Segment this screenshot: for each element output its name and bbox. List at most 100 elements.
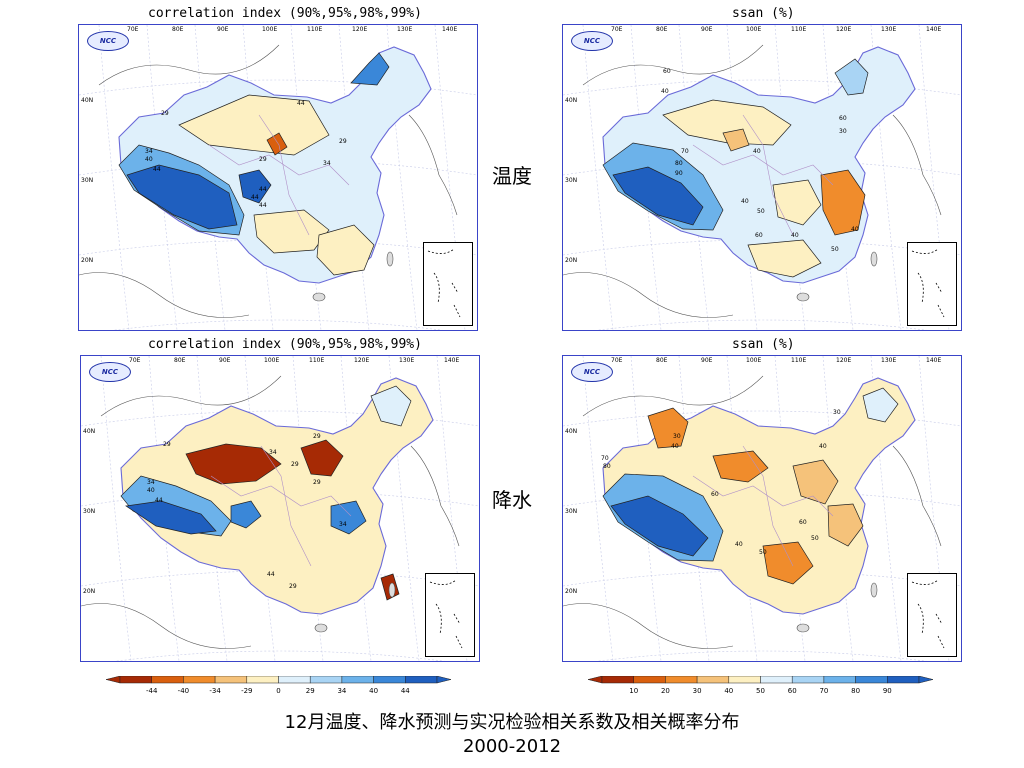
contour-label: 80 xyxy=(675,160,683,167)
colorbar-tick: 20 xyxy=(661,687,670,695)
longitude-label: 140E xyxy=(926,357,942,364)
latitude-label: 40N xyxy=(565,428,578,435)
contour-label: 50 xyxy=(811,535,819,542)
colorbar-tick: 0 xyxy=(276,687,280,695)
contour-label: 29 xyxy=(313,479,321,486)
contour-label: 60 xyxy=(755,232,763,239)
colorbar-tick: -40 xyxy=(178,687,189,695)
longitude-label: 80E xyxy=(656,26,668,33)
colorbar-swatch xyxy=(246,676,279,684)
longitude-label: 70E xyxy=(611,357,623,364)
contour-label: 44 xyxy=(155,497,163,504)
colorbar-swatch xyxy=(278,676,311,684)
longitude-label: 80E xyxy=(174,357,186,364)
contour-label: 60 xyxy=(663,68,671,75)
contour-label: 29 xyxy=(291,461,299,468)
latitude-label: 30N xyxy=(83,508,96,515)
colorbar-tick: 60 xyxy=(788,687,797,695)
colorbar-tick: 50 xyxy=(756,687,765,695)
colorbar-swatch xyxy=(119,676,152,684)
colorbar-swatch xyxy=(214,676,248,684)
contour-label: 44 xyxy=(267,571,275,578)
contour-label: 34 xyxy=(323,160,331,167)
ncc-logo: NCC xyxy=(89,362,131,382)
colorbar-tick: -44 xyxy=(146,687,158,695)
contour-label: 60 xyxy=(839,115,847,122)
map-temp-corr: 29 34 40 44 29 44 44 44 29 34 44 70E 80E 90E 100E 110E 1… xyxy=(78,24,478,331)
south-china-sea-inset xyxy=(907,573,957,657)
colorbar-tick: 70 xyxy=(819,687,828,695)
contour-label: 44 xyxy=(251,194,259,201)
latitude-label: 30N xyxy=(81,177,94,184)
longitude-label: 130E xyxy=(399,357,415,364)
contour-label: 40 xyxy=(735,541,743,548)
longitude-label: 120E xyxy=(836,357,852,364)
colorbar-swatch xyxy=(696,676,730,684)
colorbar-tick: 29 xyxy=(306,687,315,695)
contour-label: 40 xyxy=(819,443,827,450)
contour-label: 29 xyxy=(313,433,321,440)
longitude-label: 120E xyxy=(354,357,370,364)
longitude-label: 110E xyxy=(309,357,325,364)
colorbar-tick: 34 xyxy=(337,687,346,695)
colorbar-ssan: 10 20 30 40 50 60 70 80 90 xyxy=(588,676,933,695)
contour-label: 80 xyxy=(603,463,611,470)
colorbar-tick: 30 xyxy=(693,687,702,695)
colorbar-tick: 40 xyxy=(724,687,733,695)
panel-title-temp-corr: correlation index (90%,95%,98%,99%) xyxy=(148,6,422,21)
contour-label: 29 xyxy=(339,138,347,145)
latitude-label: 40N xyxy=(83,428,96,435)
longitude-label: 130E xyxy=(397,26,413,33)
contour-label: 90 xyxy=(675,170,683,177)
row-label-precipitation: 降水 xyxy=(492,488,532,512)
ncc-logo: NCC xyxy=(571,31,613,51)
latitude-label: 40N xyxy=(565,97,578,104)
colorbar-tick: 90 xyxy=(883,687,892,695)
colorbar-swatch xyxy=(633,676,666,684)
latitude-label: 20N xyxy=(565,257,578,264)
colorbar-swatch xyxy=(760,676,793,684)
longitude-label: 70E xyxy=(127,26,139,33)
contour-label: 60 xyxy=(711,491,719,498)
longitude-label: 100E xyxy=(264,357,280,364)
latitude-label: 20N xyxy=(83,588,96,595)
longitude-label: 100E xyxy=(262,26,278,33)
colorbar-tick: 44 xyxy=(401,687,410,695)
contour-label: 44 xyxy=(297,100,305,107)
map-canvas: 60 40 40 70 80 90 40 50 60 40 60 30 40 50 xyxy=(563,25,961,330)
longitude-label: 90E xyxy=(701,357,713,364)
longitude-label: 110E xyxy=(791,26,807,33)
longitude-label: 140E xyxy=(442,26,458,33)
latitude-label: 20N xyxy=(81,257,94,264)
ncc-logo: NCC xyxy=(571,362,613,382)
row-label-temperature: 温度 xyxy=(492,164,532,188)
contour-label: 40 xyxy=(753,148,761,155)
colorbar-tick: 80 xyxy=(851,687,860,695)
colorbar-swatch xyxy=(728,676,761,684)
colorbar-tick: -29 xyxy=(241,687,252,695)
contour-label: 29 xyxy=(163,441,171,448)
contour-label: 34 xyxy=(339,521,347,528)
south-china-sea-inset xyxy=(425,573,475,657)
south-china-sea-inset xyxy=(423,242,473,326)
contour-label: 50 xyxy=(831,246,839,253)
contour-label: 40 xyxy=(741,198,749,205)
longitude-label: 110E xyxy=(791,357,807,364)
contour-label: 30 xyxy=(833,409,841,416)
contour-label: 34 xyxy=(269,449,277,456)
longitude-label: 70E xyxy=(611,26,623,33)
contour-label: 40 xyxy=(851,226,859,233)
latitude-label: 30N xyxy=(565,177,578,184)
contour-label: 70 xyxy=(681,148,689,155)
longitude-label: 130E xyxy=(881,26,897,33)
contour-label: 29 xyxy=(161,110,169,117)
longitude-label: 140E xyxy=(444,357,460,364)
contour-label: 34 xyxy=(147,479,155,486)
contour-label: 30 xyxy=(673,433,681,440)
longitude-label: 80E xyxy=(656,357,668,364)
colorbar-swatch xyxy=(601,676,634,684)
contour-label: 40 xyxy=(147,487,155,494)
